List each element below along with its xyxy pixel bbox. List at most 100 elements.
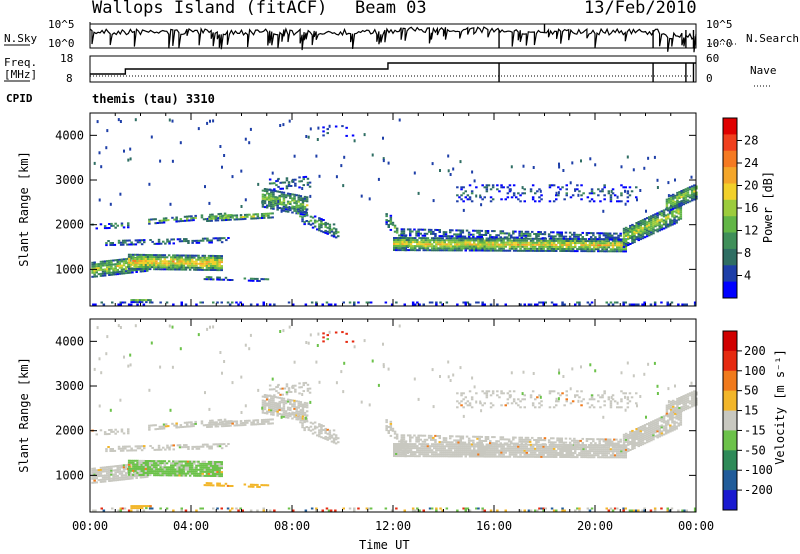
power-echo-cell (633, 231, 636, 233)
velocity-echo-cell (577, 441, 580, 444)
power-echo-cell (303, 221, 306, 224)
velocity-echo-cell (191, 460, 194, 463)
power-echo-cell (680, 196, 683, 199)
power-echo-cell (481, 237, 484, 240)
power-echo-cell (643, 226, 647, 229)
velocity-echo-cell (220, 423, 224, 426)
velocity-echo-cell (466, 449, 470, 452)
power-echo-cell (411, 303, 415, 306)
power-echo-cell (630, 303, 634, 306)
power-echo-cell (393, 241, 396, 243)
power-echo-cell (415, 230, 418, 233)
velocity-echo-cell (128, 445, 131, 448)
velocity-echo-cell (611, 440, 614, 443)
velocity-echo-cell (424, 455, 428, 458)
velocity-echo-cell (186, 423, 189, 426)
velocity-echo-cell (298, 382, 301, 385)
power-echo-cell (565, 238, 568, 240)
velocity-echo-cell (468, 451, 472, 454)
power-echo-cell (193, 266, 196, 269)
power-echo-cell (201, 258, 204, 261)
velocity-echo-cell (207, 462, 211, 465)
power-echo-cell (209, 265, 213, 267)
velocity-echo-cell (582, 446, 585, 449)
power-echo-speck (100, 165, 103, 169)
velocity-echo-cell (586, 446, 590, 449)
power-echo-cell (602, 232, 606, 235)
velocity-echo-cell (620, 452, 623, 455)
velocity-echo-cell (148, 428, 151, 431)
power-echo-cell (180, 240, 184, 243)
velocity-echo-cell (556, 437, 559, 440)
velocity-echo-cell (159, 474, 162, 477)
power-echo-cell (136, 259, 139, 262)
power-echo-cell (127, 259, 131, 262)
velocity-echo-cell (301, 407, 305, 410)
power-echo-speck (244, 198, 247, 202)
power-echo-speck (690, 175, 693, 179)
velocity-echo-cell (397, 451, 400, 453)
power-echo-cell (561, 242, 564, 244)
velocity-echo-cell (529, 443, 533, 446)
velocity-echo-cell (479, 455, 482, 458)
velocity-echo-cell (108, 474, 111, 476)
velocity-echo-cell (430, 455, 434, 458)
velocity-echo-cell (464, 455, 467, 458)
power-echo-cell (665, 206, 669, 209)
power-echo-cell (318, 223, 321, 226)
power-echo-speck (368, 197, 371, 201)
power-echo-cell (686, 189, 690, 192)
power-echo-cell (401, 237, 404, 239)
velocity-echo-cell (397, 455, 400, 458)
velocity-echo-cell (138, 474, 141, 476)
power-echo-cell (322, 223, 325, 225)
power-echo-cell (216, 301, 219, 304)
power-echo-cell (106, 260, 109, 263)
power-echo-speck (459, 160, 462, 164)
velocity-echo-cell (576, 454, 579, 457)
velocity-echo-cell (393, 447, 396, 449)
power-echo-cell (542, 247, 545, 250)
velocity-echo-cell (205, 462, 209, 465)
velocity-echo-cell (387, 430, 390, 432)
velocity-echo-cell (508, 455, 512, 458)
power-echo-cell (561, 186, 564, 189)
power-echo-cell (414, 241, 417, 244)
power-echo-cell (517, 237, 520, 240)
power-echo-cell (428, 301, 432, 304)
power-echo-cell (605, 242, 608, 245)
power-echo-cell (622, 248, 625, 251)
power-echo-cell (270, 207, 273, 210)
power-echo-cell (399, 247, 402, 250)
velocity-echo-cell (214, 467, 217, 469)
power-echo-cell (510, 247, 514, 250)
velocity-echo-cell (479, 451, 482, 454)
velocity-echo-cell (561, 454, 564, 456)
power-echo-cell (95, 267, 98, 270)
power-echo-cell (143, 239, 146, 242)
power-echo-cell (108, 268, 111, 270)
power-echo-cell (548, 184, 552, 187)
power-echo-cell (596, 232, 599, 235)
power-echo-cell (462, 186, 465, 189)
power-echo-cell (201, 262, 204, 265)
power-echo-cell (291, 193, 294, 196)
power-echo-cell (558, 233, 561, 236)
power-echo-cell (538, 301, 541, 304)
velocity-echo-cell (129, 475, 132, 478)
velocity-echo-cell (134, 463, 137, 466)
power-echo-cell (265, 204, 269, 207)
power-echo-cell (294, 182, 297, 185)
power-echo-cell (485, 249, 489, 252)
velocity-echo-cell (538, 445, 541, 448)
power-echo-cell (187, 240, 190, 242)
velocity-echo-cell (140, 472, 143, 474)
power-echo-cell (578, 246, 581, 249)
power-echo-cell (567, 242, 571, 244)
velocity-echo-cell (191, 468, 194, 471)
velocity-echo-cell (183, 425, 187, 428)
velocity-echo-cell (565, 454, 568, 456)
velocity-echo-cell (159, 464, 162, 467)
power-echo-cell (409, 239, 413, 242)
power-echo-speck (475, 194, 478, 198)
